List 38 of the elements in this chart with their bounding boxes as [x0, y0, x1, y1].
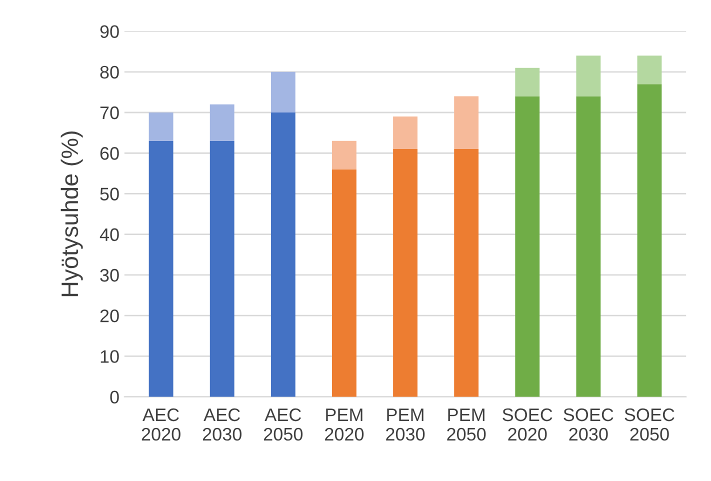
y-tick-label: 80: [100, 66, 119, 79]
x-tick-label: SOEC 2030: [564, 408, 614, 441]
x-tick-label: AEC 2050: [264, 408, 303, 441]
bar: [454, 149, 479, 397]
y-tick-label: 10: [100, 350, 119, 363]
y-tick-label: 60: [100, 147, 119, 160]
y-tick-label: 90: [100, 25, 119, 38]
x-tick-label: AEC 2020: [142, 408, 180, 441]
x-tick-label: PEM 2030: [386, 408, 425, 441]
y-tick-label: 20: [100, 310, 119, 322]
y-tick-label: 0: [110, 390, 119, 404]
bar: [270, 112, 296, 397]
bar: [576, 56, 601, 96]
y-tick-label: 70: [100, 106, 119, 120]
bar: [210, 140, 234, 397]
x-tick-label: PEM 2050: [447, 408, 486, 441]
bar: [515, 68, 540, 96]
y-tick-label: 50: [100, 188, 119, 200]
bar: [637, 56, 662, 84]
bar: [332, 169, 356, 397]
bar: [393, 149, 418, 397]
x-tick-label: PEM 2020: [325, 408, 364, 441]
bar: [148, 140, 174, 397]
bar: [454, 96, 479, 150]
bar: [210, 104, 234, 141]
bar: [270, 72, 296, 112]
bar: [393, 116, 418, 150]
y-tick-label: 40: [100, 228, 119, 242]
y-tick-label: 30: [100, 268, 119, 282]
bar: [576, 96, 601, 397]
bar: [515, 96, 540, 397]
bar: [332, 140, 356, 170]
bar: [637, 84, 662, 397]
x-tick-label: SOEC 2020: [502, 408, 552, 441]
x-tick-label: SOEC 2050: [624, 408, 674, 441]
y-axis-title: Hyötysuhde (%): [60, 132, 83, 296]
bar: [148, 112, 174, 141]
x-tick-label: AEC 2030: [202, 408, 242, 441]
